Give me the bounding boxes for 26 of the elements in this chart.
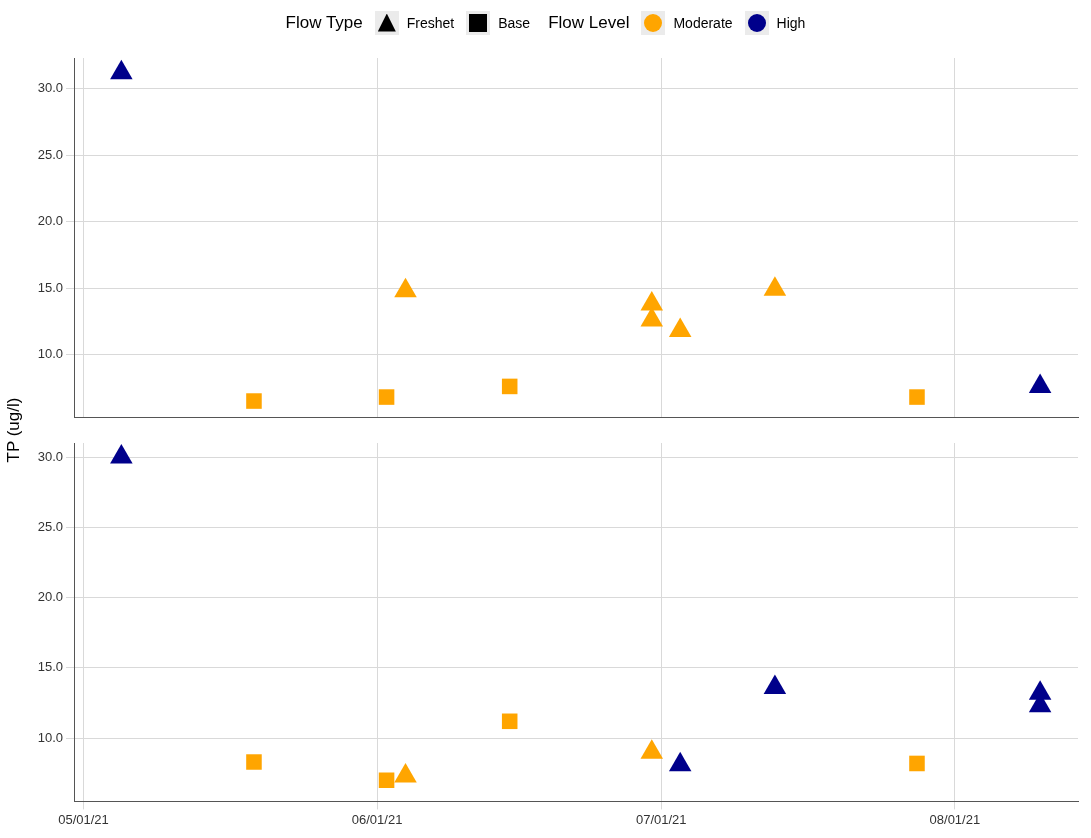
y-axis-title: TP (ug/l) <box>4 397 24 463</box>
point <box>110 444 133 464</box>
x-tick-label: 08/01/21 <box>929 811 981 827</box>
y-tick-label: 15.0 <box>37 279 63 295</box>
text: Base <box>498 14 531 31</box>
point <box>394 763 417 783</box>
y-tick-label: 25.0 <box>37 146 63 162</box>
text: Moderate <box>673 14 733 31</box>
x-tick-label: 07/01/21 <box>635 811 687 827</box>
y-tick-label: 10.0 <box>37 346 63 362</box>
y-tick-label: 30.0 <box>37 80 63 96</box>
point <box>763 674 787 695</box>
y-tick-label: 25.0 <box>37 518 63 534</box>
y-tick-label: 10.0 <box>37 729 63 745</box>
x-tick-label: 06/01/21 <box>351 811 403 827</box>
text: Flow Type <box>285 12 363 32</box>
text: Freshet <box>406 14 455 31</box>
y-tick-label: 20.0 <box>37 589 63 605</box>
text: High <box>776 14 806 31</box>
x-tick-label: 05/01/21 <box>58 811 109 827</box>
text: Flow Level <box>548 12 630 32</box>
point <box>640 739 664 759</box>
y-tick-label: 20.0 <box>37 213 63 229</box>
y-tick-label: 30.0 <box>37 448 63 464</box>
point <box>668 751 692 772</box>
y-tick-label: 15.0 <box>37 659 63 675</box>
